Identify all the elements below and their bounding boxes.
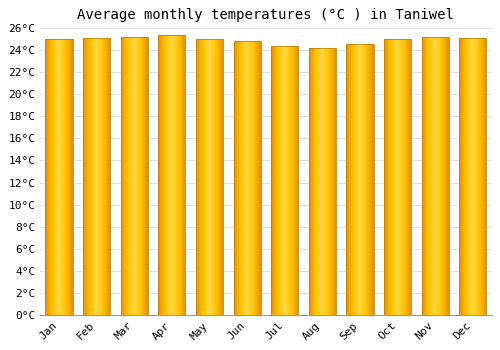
Title: Average monthly temperatures (°C ) in Taniwel: Average monthly temperatures (°C ) in Ta…	[78, 8, 454, 22]
Bar	[120, 36, 148, 315]
Bar	[271, 47, 298, 315]
Bar	[196, 39, 223, 315]
Bar	[384, 39, 411, 315]
Bar	[346, 44, 374, 315]
Bar	[309, 48, 336, 315]
Bar	[158, 35, 186, 315]
Bar	[46, 39, 72, 315]
Bar	[234, 41, 260, 315]
Bar	[422, 36, 449, 315]
Bar	[83, 38, 110, 315]
Bar	[460, 38, 486, 315]
